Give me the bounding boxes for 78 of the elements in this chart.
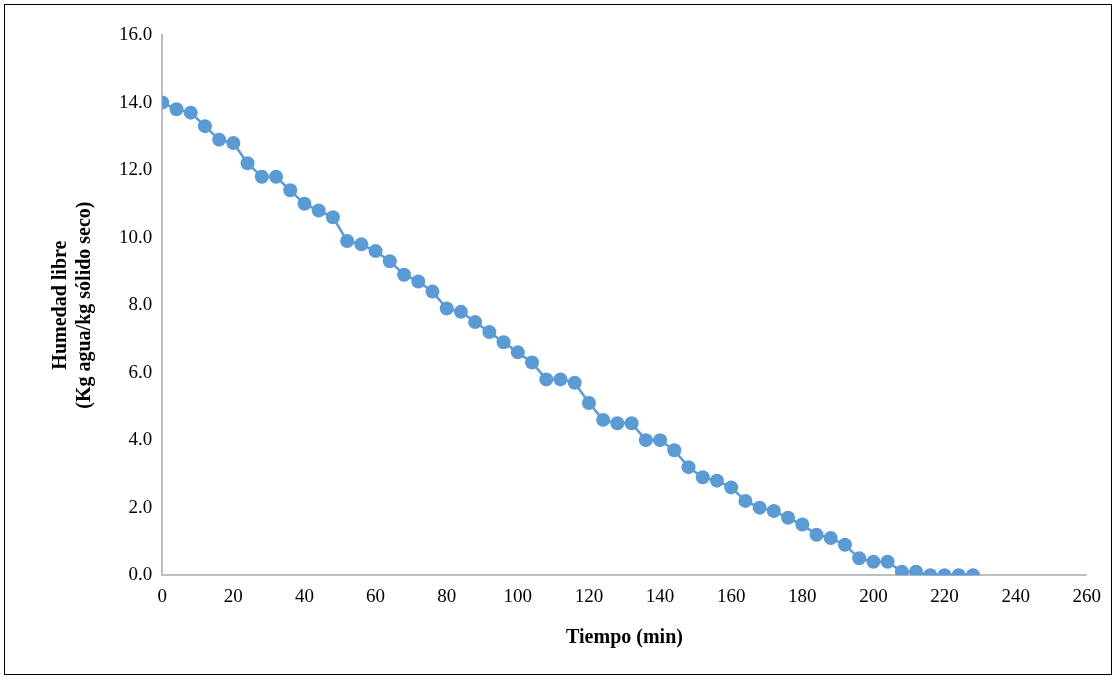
point — [354, 237, 369, 252]
point — [169, 102, 184, 117]
x-tick-label: 140 — [645, 584, 675, 606]
point — [610, 416, 625, 431]
point — [297, 196, 312, 211]
x-tick-label: 240 — [1001, 584, 1030, 606]
point — [397, 267, 412, 282]
point — [425, 284, 440, 299]
x-tick-label: 80 — [437, 584, 457, 606]
x-tick-label: 100 — [503, 584, 533, 606]
point — [681, 460, 696, 475]
point — [581, 396, 596, 411]
point — [325, 210, 340, 225]
x-tick-label: 220 — [930, 584, 959, 606]
point — [752, 500, 767, 515]
point — [496, 335, 511, 350]
y-tick-label: 10.0 — [119, 225, 153, 247]
y-tick-label: 2.0 — [128, 495, 153, 517]
x-tick-label: 160 — [716, 584, 746, 606]
point — [852, 551, 867, 566]
y-tick-label: 4.0 — [128, 428, 153, 450]
point — [439, 301, 454, 316]
x-tick-label: 60 — [366, 584, 386, 606]
x-tick-label: 20 — [223, 584, 243, 606]
point — [240, 156, 255, 171]
y-axis-title: Humedad libre (Kg agua/kg sólido seco) — [48, 201, 96, 409]
point — [837, 537, 852, 552]
point — [766, 504, 781, 519]
point — [567, 375, 582, 390]
point — [638, 433, 653, 448]
point — [269, 169, 284, 184]
point — [894, 564, 909, 576]
point — [525, 355, 540, 370]
y-tick-label: 16.0 — [119, 22, 153, 44]
point — [709, 473, 724, 488]
point — [553, 372, 568, 387]
point — [510, 345, 525, 360]
point — [738, 493, 753, 508]
point — [624, 416, 639, 431]
point — [212, 132, 227, 147]
x-tick-label: 260 — [1072, 584, 1101, 606]
point — [653, 433, 668, 448]
y-tick-label: 8.0 — [128, 293, 153, 315]
y-tick-label: 0.0 — [128, 563, 153, 585]
point — [340, 233, 355, 248]
point — [823, 531, 838, 546]
point — [482, 325, 497, 340]
point — [368, 244, 383, 259]
point — [183, 105, 198, 120]
y-tick-label: 12.0 — [119, 158, 153, 180]
point — [695, 470, 710, 485]
point — [809, 527, 824, 542]
point — [667, 443, 682, 458]
point — [254, 169, 269, 184]
point — [283, 183, 298, 198]
point — [411, 274, 426, 289]
point — [596, 412, 611, 427]
point — [866, 554, 881, 569]
point — [468, 314, 483, 329]
x-tick-label: 40 — [294, 584, 314, 606]
x-tick-label: 0 — [157, 584, 167, 606]
point — [197, 119, 212, 134]
y-tick-label: 14.0 — [119, 90, 153, 112]
x-axis-title: Tiempo (min) — [566, 625, 683, 649]
point — [909, 564, 924, 576]
point — [724, 480, 739, 495]
x-tick-label: 200 — [859, 584, 888, 606]
point — [311, 203, 326, 218]
point — [382, 254, 397, 269]
point — [226, 136, 241, 151]
point — [795, 517, 810, 532]
x-tick-label: 180 — [788, 584, 817, 606]
point — [880, 554, 895, 569]
point — [453, 304, 468, 319]
x-tick-label: 120 — [574, 584, 604, 606]
y-tick-label: 6.0 — [128, 360, 153, 382]
point — [539, 372, 554, 387]
point — [781, 510, 796, 525]
